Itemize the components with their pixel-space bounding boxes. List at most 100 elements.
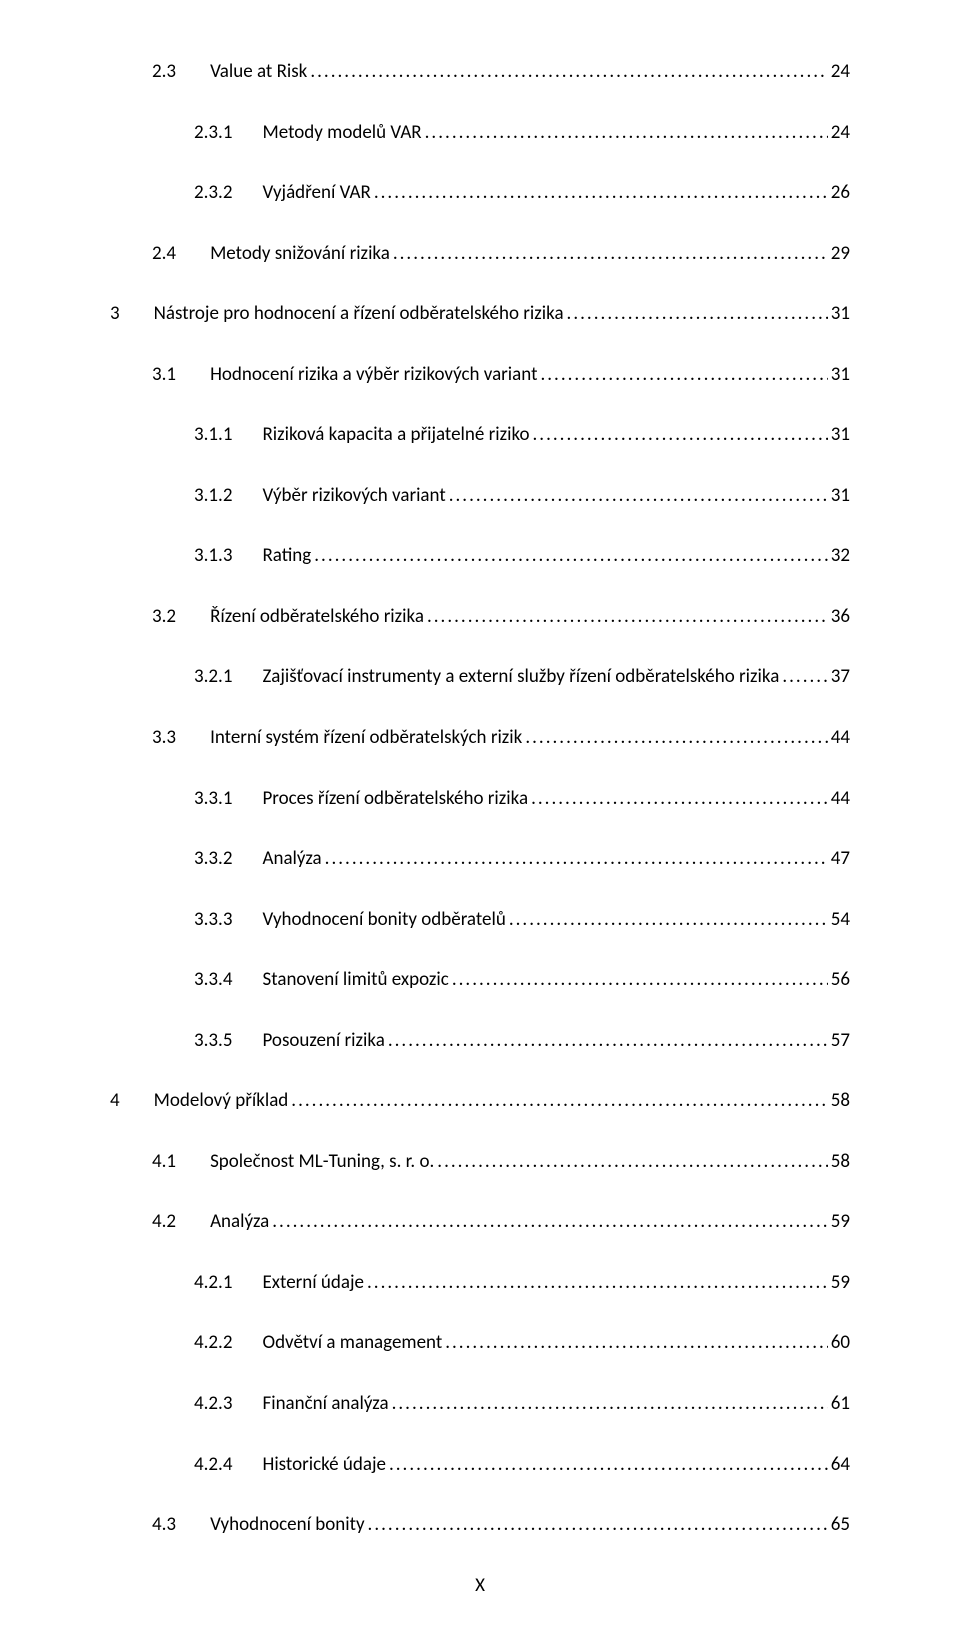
toc-entry: 4.2.3 Finanční analýza...................…: [110, 1390, 850, 1418]
toc-leader-dots: ........................................…: [425, 119, 828, 147]
toc-entry-number: 3.1: [152, 361, 176, 389]
toc-leader-dots: ........................................…: [392, 1390, 828, 1418]
toc-entry-page: 32: [831, 542, 850, 570]
toc-entry: 4.3Vyhodnocení bonity...................…: [110, 1511, 850, 1539]
toc-entry-number: 3.3.3: [194, 906, 232, 934]
toc-entry-title: Posouzení rizika: [262, 1027, 384, 1055]
toc-leader-dots: ........................................…: [393, 240, 828, 268]
toc-leader-dots: ........................................…: [531, 785, 828, 813]
toc-entry-number: 4.2: [152, 1208, 176, 1236]
toc-leader-dots: ........................................…: [533, 421, 828, 449]
toc-entry-number: 3.3.2: [194, 845, 232, 873]
toc-entry: 3.1.2Výběr rizikových variant...........…: [110, 482, 850, 510]
toc-entry-page: 60: [831, 1329, 850, 1357]
toc-entry: 3.2Řízení odběratelského rizika.........…: [110, 603, 850, 631]
toc-entry: 2.4 Metody snižování rizika..............…: [110, 240, 850, 268]
toc-entry-title: Společnost ML-Tuning, s. r. o.: [210, 1148, 434, 1176]
toc-leader-dots: ........................................…: [310, 58, 827, 86]
toc-entry-number: 4.1: [152, 1148, 176, 1176]
toc-entry-page: 36: [831, 603, 850, 631]
toc-entry-title: Hodnocení rizika a výběr rizikových vari…: [210, 361, 537, 389]
toc-entry-number: 2.3: [152, 58, 176, 86]
toc-entry-number: 4.2.1: [194, 1269, 232, 1297]
toc-entry: 3.1.1 Riziková kapacita a přijatelné rizi…: [110, 421, 850, 449]
toc-entry-title: Metody modelů VAR: [262, 119, 421, 147]
toc-entry-title: Modelový příklad: [154, 1087, 289, 1115]
toc-entry-title: Analýza: [262, 845, 321, 873]
toc-entry-page: 44: [831, 724, 850, 752]
toc-leader-dots: ........................................…: [272, 1208, 828, 1236]
toc-entry-title: Value at Risk: [210, 58, 307, 86]
toc-entry-title: Zajišťovací instrumenty a externí služby…: [262, 663, 779, 691]
toc-entry: 4.2.1Externí údaje......................…: [110, 1269, 850, 1297]
toc-entry-number: 4.2.4: [194, 1451, 232, 1479]
toc-entry-page: 26: [831, 179, 850, 207]
toc-entry-page: 37: [831, 663, 850, 691]
toc-entry-number: 3.3.1: [194, 785, 232, 813]
toc-entry-number: 4.2.3: [194, 1390, 232, 1418]
toc-entry-title: Vyhodnocení bonity: [210, 1511, 364, 1539]
toc-entry-page: 29: [831, 240, 850, 268]
toc-entry-page: 57: [831, 1027, 850, 1055]
toc-entry-title: Vyhodnocení bonity odběratelů: [262, 906, 505, 934]
toc-entry-title: Riziková kapacita a přijatelné riziko: [262, 421, 529, 449]
toc-entry-number: 3.1.1: [194, 421, 232, 449]
toc-leader-dots: ........................................…: [325, 845, 828, 873]
toc-entry-page: 56: [831, 966, 850, 994]
toc-entry-page: 58: [831, 1087, 850, 1115]
toc-entry: 3.1.3Rating.............................…: [110, 542, 850, 570]
toc-entry-page: 31: [831, 300, 850, 328]
toc-entry-number: 3.1.3: [194, 542, 232, 570]
toc-leader-dots: ........................................…: [437, 1148, 827, 1176]
toc-entry-page: 24: [831, 58, 850, 86]
toc-entry: 4.1 Společnost ML-Tuning, s. r. o........…: [110, 1148, 850, 1176]
toc-entry-number: 2.4: [152, 240, 176, 268]
toc-entry-title: Stanovení limitů expozic: [262, 966, 448, 994]
toc-entry: 3.3.4 Stanovení limitů expozic...........…: [110, 966, 850, 994]
toc-entry-page: 59: [831, 1269, 850, 1297]
toc-entry-title: Finanční analýza: [262, 1390, 388, 1418]
toc-leader-dots: ........................................…: [452, 966, 828, 994]
toc-entry-page: 31: [831, 361, 850, 389]
toc-entry-page: 59: [831, 1208, 850, 1236]
toc-entry: 3.1 Hodnocení rizika a výběr rizikových v…: [110, 361, 850, 389]
table-of-contents: 2.3 Value at Risk........................…: [110, 58, 850, 1539]
toc-entry: 3.3.5 Posouzení rizika...................…: [110, 1027, 850, 1055]
toc-entry-number: 3.2: [152, 603, 176, 631]
toc-entry-title: Metody snižování rizika: [210, 240, 390, 268]
toc-entry-number: 3.1.2: [194, 482, 232, 510]
toc-entry-number: 3.3.4: [194, 966, 232, 994]
toc-entry: 3.3.1 Proces řízení odběratelského rizika…: [110, 785, 850, 813]
toc-leader-dots: ........................................…: [445, 1329, 828, 1357]
toc-leader-dots: ........................................…: [509, 906, 828, 934]
toc-entry-number: 4.3: [152, 1511, 176, 1539]
toc-entry: 3.2.1 Zajišťovací instrumenty a externí s…: [110, 663, 850, 691]
toc-entry-number: 3: [110, 300, 120, 328]
toc-leader-dots: ........................................…: [389, 1451, 828, 1479]
toc-entry-page: 31: [831, 421, 850, 449]
toc-entry: 3.3.3 Vyhodnocení bonity odběratelů......…: [110, 906, 850, 934]
toc-entry-number: 3.3.5: [194, 1027, 232, 1055]
toc-entry: 3.3Interní systém řízení odběratelských …: [110, 724, 850, 752]
toc-leader-dots: ........................................…: [525, 724, 827, 752]
toc-entry-number: 2.3.1: [194, 119, 232, 147]
toc-entry-number: 3.2.1: [194, 663, 232, 691]
toc-entry: 4.2.4 Historické údaje...................…: [110, 1451, 850, 1479]
toc-entry-page: 44: [831, 785, 850, 813]
toc-entry: 4Modelový příklad.......................…: [110, 1087, 850, 1115]
toc-entry-page: 64: [831, 1451, 850, 1479]
toc-entry-title: Nástroje pro hodnocení a řízení odběrate…: [154, 300, 564, 328]
toc-entry: 3 Nástroje pro hodnocení a řízení odběrat…: [110, 300, 850, 328]
toc-entry-title: Výběr rizikových variant: [262, 482, 445, 510]
toc-entry: 2.3.1 Metody modelů VAR..................…: [110, 119, 850, 147]
toc-entry: 4.2.2Odvětví a management...............…: [110, 1329, 850, 1357]
toc-entry-page: 31: [831, 482, 850, 510]
toc-leader-dots: ........................................…: [291, 1087, 827, 1115]
toc-leader-dots: ........................................…: [782, 663, 827, 691]
toc-entry-title: Historické údaje: [262, 1451, 385, 1479]
toc-entry-title: Proces řízení odběratelského rizika: [262, 785, 528, 813]
page-footer: X: [110, 1572, 850, 1600]
toc-entry-number: 2.3.2: [194, 179, 232, 207]
toc-entry-title: Analýza: [210, 1208, 269, 1236]
toc-leader-dots: ........................................…: [388, 1027, 828, 1055]
